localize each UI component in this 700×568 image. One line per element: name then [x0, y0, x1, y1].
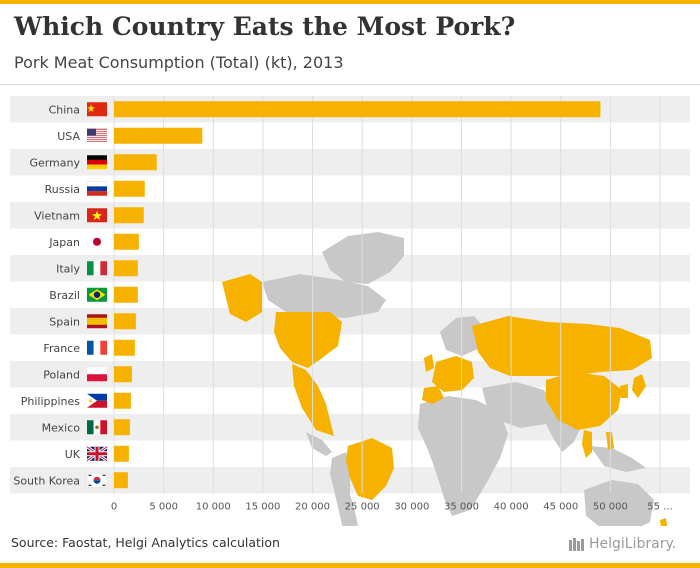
row-band: [10, 149, 690, 176]
world-map: [222, 232, 668, 526]
map-russia: [472, 316, 652, 376]
map-africa: [418, 396, 508, 516]
category-label: Vietnam: [34, 209, 80, 222]
bar-chart: China USA Germany Russia Vietnam Japan Italy Br…: [10, 96, 690, 526]
bar-usa[interactable]: [114, 127, 203, 144]
map-se-asia: [590, 446, 646, 472]
bar-philippines[interactable]: [114, 392, 131, 409]
x-tick-label: 45 000: [543, 502, 578, 513]
category-label: Poland: [43, 368, 80, 381]
books-icon: [569, 538, 584, 551]
japan-flag-icon: [87, 234, 107, 249]
map-greenland: [322, 232, 404, 284]
category-label: USA: [57, 130, 80, 143]
mexico-flag-icon: [87, 420, 107, 435]
map-vietnam: [582, 430, 592, 458]
x-tick-label: 40 000: [494, 502, 529, 513]
flag-icons: [86, 102, 108, 488]
bar-south-korea[interactable]: [114, 472, 128, 489]
vietnam-flag-icon: [87, 208, 107, 223]
category-label: Mexico: [42, 421, 81, 434]
map-brazil: [346, 438, 394, 500]
bars: [114, 101, 601, 489]
map-europe-west: [432, 356, 474, 392]
header-divider: [0, 84, 700, 85]
bar-uk[interactable]: [114, 445, 129, 462]
x-tick-label: 10 000: [196, 502, 231, 513]
category-label: Italy: [56, 262, 80, 275]
x-tick-label: 5 000: [149, 502, 178, 513]
map-australia: [584, 480, 654, 526]
bar-mexico[interactable]: [114, 419, 130, 436]
bar-vietnam[interactable]: [114, 207, 144, 224]
bottom-accent-bar: [0, 563, 700, 568]
category-label: South Korea: [13, 474, 80, 487]
category-label: Germany: [29, 156, 80, 169]
bar-italy[interactable]: [114, 260, 138, 277]
x-axis-ticks: 0 5 000 10 000 15 000 20 000 25 000 30 000 35 0…: [111, 502, 673, 513]
map-japan: [632, 374, 646, 398]
map-south-america-rest: [330, 452, 358, 526]
bar-poland[interactable]: [114, 366, 132, 383]
category-label: Spain: [49, 315, 80, 328]
map-usa: [274, 312, 342, 368]
brazil-flag-icon: [87, 287, 107, 302]
category-label: Russia: [45, 183, 80, 196]
source-note: Source: Faostat, Helgi Analytics calcula…: [11, 535, 280, 550]
italy-flag-icon: [87, 261, 107, 276]
x-tick-label: 0: [111, 502, 117, 513]
philippines-flag-icon: [87, 393, 107, 408]
map-uk: [424, 354, 434, 372]
map-canada-north: [262, 274, 386, 318]
chart-title: Which Country Eats the Most Pork?: [14, 12, 516, 41]
south-korea-flag-icon: [86, 473, 108, 488]
row-band: [10, 202, 690, 229]
map-alaska: [222, 274, 262, 322]
bar-brazil[interactable]: [114, 286, 138, 303]
x-tick-label: 25 000: [345, 502, 380, 513]
bar-germany[interactable]: [114, 154, 157, 171]
category-label: Philippines: [21, 395, 81, 408]
category-labels: China USA Germany Russia Vietnam Japan Italy Br…: [13, 103, 80, 487]
category-label: UK: [65, 448, 81, 461]
map-new-zealand: [660, 518, 668, 526]
category-label: France: [43, 342, 80, 355]
x-tick-label: 35 000: [444, 502, 479, 513]
bar-china[interactable]: [114, 101, 601, 118]
bar-france[interactable]: [114, 339, 135, 356]
russia-flag-icon: [86, 181, 108, 196]
spain-flag-icon: [87, 314, 107, 329]
logo-text: HelgiLibrary.: [589, 536, 677, 552]
category-label: China: [49, 103, 80, 116]
x-tick-label: 20 000: [295, 502, 330, 513]
chart-subtitle: Pork Meat Consumption (Total) (kt), 2013: [14, 53, 344, 72]
map-korea: [620, 384, 628, 398]
uk-flag-icon: [86, 445, 108, 462]
china-flag-icon: [87, 102, 107, 117]
poland-flag-icon: [87, 367, 107, 382]
bar-japan[interactable]: [114, 233, 139, 250]
map-china: [546, 372, 622, 430]
france-flag-icon: [87, 340, 107, 355]
map-middle-east: [482, 382, 560, 428]
map-spain: [422, 386, 444, 404]
x-tick-label: 50 000: [593, 502, 628, 513]
bar-spain[interactable]: [114, 313, 136, 330]
x-tick-label: 55 ...: [647, 502, 672, 513]
category-label: Japan: [48, 236, 80, 249]
bar-russia[interactable]: [114, 180, 145, 197]
category-label: Brazil: [49, 289, 80, 302]
x-tick-label: 15 000: [245, 502, 280, 513]
top-accent-bar: [0, 0, 700, 4]
helgi-library-logo[interactable]: HelgiLibrary.: [568, 534, 676, 554]
x-tick-label: 30 000: [394, 502, 429, 513]
usa-flag-icon: [87, 128, 107, 143]
germany-flag-icon: [87, 155, 107, 170]
